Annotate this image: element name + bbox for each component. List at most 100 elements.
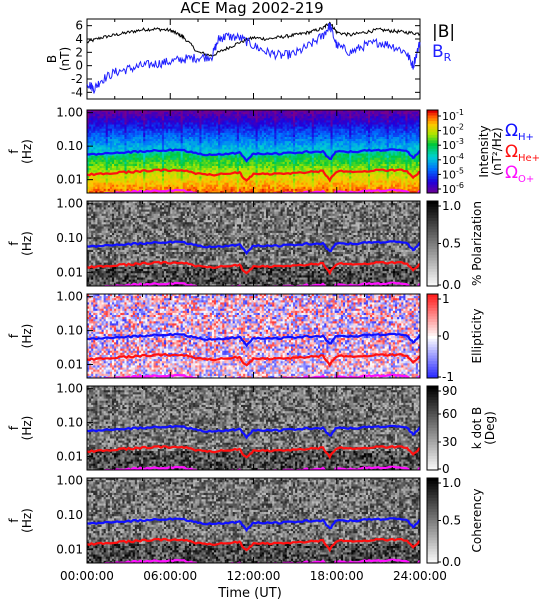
spectrogram-cell: [295, 188, 298, 192]
spectrogram-cell: [261, 155, 265, 159]
spectrogram-cell: [301, 182, 304, 186]
spectrogram-cell: [255, 122, 259, 125]
spectrogram-cell: [157, 130, 161, 134]
spectrogram-cell: [270, 116, 273, 119]
spectrogram-cell: [172, 136, 175, 140]
spectrogram-cell: [232, 124, 236, 128]
spectrogram-cell: [315, 132, 319, 136]
spectrogram-cell: [151, 145, 154, 148]
spectrogram-cell: [288, 126, 292, 130]
spectrogram-cell: [166, 157, 169, 161]
spectrogram-cell: [201, 170, 204, 173]
spectrogram-cell: [157, 122, 161, 125]
spectrogram-cell: [209, 166, 213, 169]
spectrogram-cell: [103, 176, 107, 179]
spectrogram-cell: [286, 114, 290, 117]
spectrogram-cell: [307, 141, 311, 144]
spectrogram-cell: [324, 147, 327, 150]
spectrogram-cell: [318, 132, 321, 136]
spectrogram-cell: [172, 180, 175, 184]
spectrogram-cell: [297, 132, 300, 136]
spectrogram-cell: [136, 124, 140, 128]
spectrogram-cell: [205, 118, 209, 121]
spectrogram-cell: [334, 180, 338, 184]
spectrogram-cell: [324, 143, 327, 146]
spectrogram-cell: [268, 134, 271, 138]
spectrogram-cell: [107, 141, 111, 144]
spectrogram-cell: [340, 151, 344, 154]
spectrogram-cell: [326, 159, 329, 163]
spectrogram-cell: [270, 170, 273, 173]
spectrogram-cell: [255, 184, 259, 188]
spectrogram-cell: [255, 145, 259, 148]
spectrogram-cell: [322, 166, 325, 169]
spectrogram-cell: [263, 184, 267, 188]
spectrogram-cell: [122, 126, 125, 130]
spectrogram-cell: [253, 190, 256, 193]
spectrogram-cell: [213, 139, 217, 142]
spectrogram-cell: [274, 149, 277, 152]
spectrogram-cell: [91, 168, 94, 171]
spectrogram-cell: [199, 190, 202, 193]
spectrogram-cell: [93, 116, 96, 119]
spectrogram-cell: [238, 153, 242, 157]
spectrogram-cell: [174, 170, 177, 173]
spectrogram-cell: [226, 159, 229, 163]
spectrogram-cell: [334, 126, 338, 130]
spectrogram-cell: [134, 188, 138, 192]
spectrogram-cell: [311, 163, 315, 167]
spectrogram-cell: [95, 132, 98, 136]
spectrogram-cell: [222, 114, 225, 117]
spectrogram-cell: [222, 170, 225, 173]
spectrogram-cell: [95, 176, 98, 179]
spectrogram-cell: [238, 145, 242, 148]
spectrogram-cell: [253, 126, 256, 130]
spectrogram-cell: [338, 153, 342, 157]
spectrogram-cell: [226, 120, 229, 123]
spectrogram-cell: [147, 186, 150, 190]
spectrogram-cell: [290, 110, 294, 113]
spectrogram-cell: [157, 176, 161, 179]
spectrogram-cell: [107, 188, 111, 192]
spectrogram-cell: [147, 153, 150, 157]
spectrogram-cell: [109, 139, 113, 142]
spectrogram-cell: [311, 136, 315, 140]
spectrogram-cell: [213, 178, 217, 181]
spectrogram-cell: [276, 116, 279, 119]
spectrogram-cell: [216, 141, 219, 144]
spectrogram-cell: [243, 122, 246, 125]
spectrogram-cell: [120, 128, 123, 132]
spectrogram-cell: [293, 161, 296, 165]
spectrogram-cell: [342, 172, 346, 175]
spectrogram-cell: [230, 153, 234, 157]
spectrogram-cell: [249, 134, 252, 138]
spectrogram-cell: [191, 153, 194, 157]
spectrogram-cell: [324, 178, 327, 181]
spectrogram-cell: [176, 168, 179, 171]
spectrogram-cell: [255, 168, 259, 171]
spectrogram-cell: [166, 186, 169, 190]
spectrogram-cell: [145, 161, 148, 165]
spectrogram-cell: [338, 132, 342, 136]
spectrogram-cell: [193, 112, 196, 115]
spectrogram-cell: [320, 172, 323, 175]
spectrogram-cell: [186, 139, 190, 142]
spectrogram-cell: [172, 157, 175, 161]
spectrogram-cell: [320, 112, 323, 115]
spectrogram-cell: [209, 124, 213, 128]
spectrogram-cell: [338, 163, 342, 167]
spectrogram-cell: [265, 182, 269, 186]
spectrogram-cell: [95, 118, 98, 121]
spectrogram-cell: [197, 126, 200, 130]
spectrogram-cell: [216, 190, 219, 193]
spectrogram-cell: [178, 143, 182, 146]
spectrogram-cell: [195, 145, 198, 148]
spectrogram-cell: [318, 147, 321, 150]
spectrogram-cell: [174, 166, 177, 169]
spectrogram-cell: [114, 132, 117, 136]
spectrogram-cell: [105, 188, 109, 192]
spectrogram-cell: [222, 161, 225, 165]
spectrogram-cell: [293, 126, 296, 130]
spectrogram-cell: [203, 184, 207, 188]
series-line: [86, 23, 421, 94]
